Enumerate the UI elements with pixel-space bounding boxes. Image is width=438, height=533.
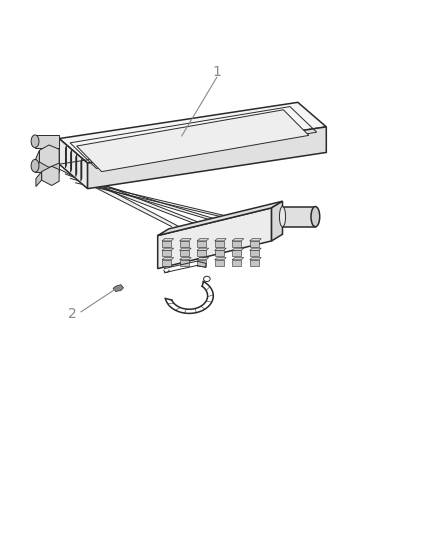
Polygon shape — [250, 260, 259, 266]
Polygon shape — [60, 169, 179, 227]
Polygon shape — [197, 239, 209, 241]
Polygon shape — [232, 241, 241, 247]
Polygon shape — [180, 251, 189, 256]
Polygon shape — [197, 257, 209, 260]
Polygon shape — [162, 241, 171, 247]
Polygon shape — [162, 260, 171, 266]
Polygon shape — [162, 248, 174, 251]
Text: 2: 2 — [68, 308, 77, 321]
Polygon shape — [180, 257, 191, 260]
Polygon shape — [272, 201, 283, 241]
Polygon shape — [197, 251, 206, 256]
Polygon shape — [36, 150, 39, 169]
Ellipse shape — [31, 159, 39, 172]
Polygon shape — [59, 139, 88, 189]
Polygon shape — [232, 239, 244, 241]
Polygon shape — [215, 239, 226, 241]
Polygon shape — [113, 285, 124, 292]
Polygon shape — [232, 251, 241, 256]
Polygon shape — [162, 251, 171, 256]
Polygon shape — [215, 251, 224, 256]
Polygon shape — [180, 239, 191, 241]
Polygon shape — [250, 248, 261, 251]
Polygon shape — [65, 174, 209, 227]
Polygon shape — [180, 241, 189, 247]
Polygon shape — [215, 260, 224, 266]
Polygon shape — [215, 248, 226, 251]
Ellipse shape — [311, 207, 320, 227]
Polygon shape — [232, 260, 241, 266]
Polygon shape — [162, 239, 174, 241]
Polygon shape — [162, 257, 174, 260]
Polygon shape — [215, 241, 224, 247]
Polygon shape — [59, 102, 326, 163]
Polygon shape — [197, 260, 206, 266]
Polygon shape — [197, 248, 209, 251]
Polygon shape — [76, 155, 77, 176]
Polygon shape — [250, 239, 261, 241]
Text: 1: 1 — [212, 65, 221, 79]
Polygon shape — [180, 248, 191, 251]
Polygon shape — [250, 251, 259, 256]
Polygon shape — [232, 257, 244, 260]
Polygon shape — [81, 159, 82, 181]
Polygon shape — [88, 127, 326, 189]
Polygon shape — [39, 145, 59, 167]
Polygon shape — [42, 166, 59, 185]
Polygon shape — [250, 241, 259, 247]
Polygon shape — [250, 257, 261, 260]
Polygon shape — [71, 179, 240, 227]
Polygon shape — [197, 241, 206, 247]
Polygon shape — [158, 208, 272, 269]
Polygon shape — [35, 135, 59, 148]
Polygon shape — [180, 260, 189, 266]
Polygon shape — [158, 201, 283, 236]
Polygon shape — [215, 257, 226, 260]
Ellipse shape — [279, 207, 286, 227]
Polygon shape — [283, 207, 315, 227]
Polygon shape — [36, 172, 42, 187]
Polygon shape — [35, 159, 59, 173]
Polygon shape — [65, 146, 67, 168]
Polygon shape — [75, 183, 271, 227]
Ellipse shape — [31, 135, 39, 148]
Polygon shape — [77, 110, 309, 172]
Polygon shape — [232, 248, 244, 251]
